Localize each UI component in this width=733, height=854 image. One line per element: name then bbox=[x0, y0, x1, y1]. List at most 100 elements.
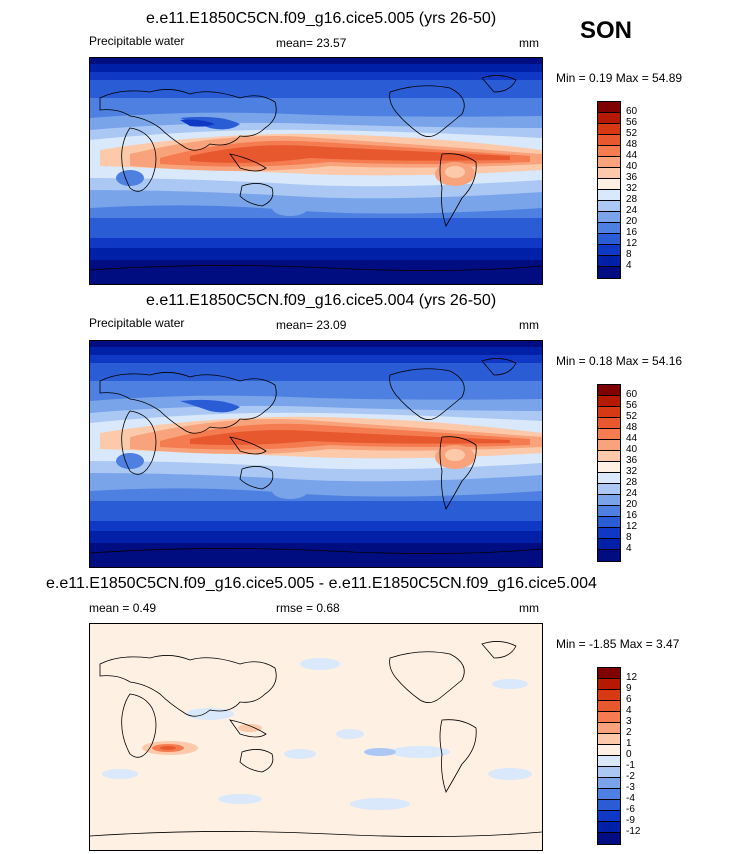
colorbar-segment bbox=[598, 124, 620, 135]
colorbar-segment bbox=[598, 517, 620, 528]
colorbar-tick-label: -12 bbox=[626, 826, 641, 837]
colorbar-tick-label: 20 bbox=[626, 216, 638, 227]
colorbar-tick-label: 60 bbox=[626, 389, 638, 400]
colorbar-tick-label: 8 bbox=[626, 532, 632, 543]
panel-2-title: e.e11.E1850C5CN.f09_g16.cice5.004 (yrs 2… bbox=[146, 292, 497, 309]
panel-3-min-max: Min = -1.85 Max = 3.47 bbox=[556, 637, 680, 651]
colorbar-tick-label: 32 bbox=[626, 466, 638, 477]
panel-3-units-label: mm bbox=[519, 601, 539, 615]
colorbar-tick-label: -2 bbox=[626, 771, 635, 782]
panel-1-mean-label: mean= 23.57 bbox=[276, 36, 347, 50]
colorbar-tick-label: 16 bbox=[626, 227, 638, 238]
colorbar-segment bbox=[598, 212, 620, 223]
colorbar-segment bbox=[598, 723, 620, 734]
colorbar-segment bbox=[598, 822, 620, 833]
colorbar-tick-label: 6 bbox=[626, 694, 632, 705]
colorbar-segment bbox=[598, 157, 620, 168]
colorbar-segment bbox=[598, 756, 620, 767]
colorbar-tick-label: -4 bbox=[626, 793, 635, 804]
colorbar-tick-label: 28 bbox=[626, 194, 638, 205]
colorbar-segment bbox=[598, 267, 620, 278]
colorbar-segment bbox=[598, 539, 620, 550]
colorbar-segment bbox=[598, 234, 620, 245]
colorbar-tick-label: 24 bbox=[626, 488, 638, 499]
colorbar-segment bbox=[598, 440, 620, 451]
colorbar-segment bbox=[598, 833, 620, 844]
colorbar-segment bbox=[598, 201, 620, 212]
panel-1-contour-plot bbox=[90, 58, 542, 284]
colorbar-tick-label: 24 bbox=[626, 205, 638, 216]
colorbar-tick-label: 2 bbox=[626, 727, 632, 738]
panel-1-min-max: Min = 0.19 Max = 54.89 bbox=[556, 71, 683, 85]
colorbar-tick-label: 36 bbox=[626, 455, 638, 466]
colorbar-segment bbox=[598, 113, 620, 124]
colorbar-tick-label: 32 bbox=[626, 183, 638, 194]
colorbar-segment bbox=[598, 190, 620, 201]
colorbar-segment bbox=[598, 679, 620, 690]
colorbar-tick-label: 28 bbox=[626, 477, 638, 488]
colorbar-tick-label: 56 bbox=[626, 400, 638, 411]
panel-2-mean-label: mean= 23.09 bbox=[276, 318, 347, 332]
colorbar-tick-label: -1 bbox=[626, 760, 635, 771]
colorbar-segment bbox=[598, 778, 620, 789]
colorbar-tick-label: -3 bbox=[626, 782, 635, 793]
colorbar-segment bbox=[598, 789, 620, 800]
panel-2-contour-plot bbox=[90, 341, 542, 567]
colorbar-segment bbox=[598, 800, 620, 811]
colorbar-tick-label: 48 bbox=[626, 139, 638, 150]
colorbar-segment bbox=[598, 690, 620, 701]
colorbar-segment bbox=[598, 734, 620, 745]
panel-3-mean-label: mean = 0.49 bbox=[89, 601, 157, 615]
colorbar-segment bbox=[598, 385, 620, 396]
colorbar-tick-label: 44 bbox=[626, 433, 638, 444]
colorbar-tick-label: 52 bbox=[626, 411, 638, 422]
colorbar-tick-label: 44 bbox=[626, 150, 638, 161]
panel-3-rmse-label: rmse = 0.68 bbox=[276, 601, 340, 615]
colorbar-segment bbox=[598, 495, 620, 506]
colorbar-segment bbox=[598, 767, 620, 778]
panel-1-units-label: mm bbox=[519, 36, 539, 50]
colorbar-tick-label: 60 bbox=[626, 106, 638, 117]
colorbar-segment bbox=[598, 179, 620, 190]
colorbar-tick-label: -6 bbox=[626, 804, 635, 815]
colorbar-tick-label: 12 bbox=[626, 672, 638, 683]
colorbar-segment bbox=[598, 396, 620, 407]
colorbar-tick-label: 48 bbox=[626, 422, 638, 433]
colorbar-segment bbox=[598, 462, 620, 473]
colorbar-segment bbox=[598, 550, 620, 561]
colorbar-tick-label: 40 bbox=[626, 444, 638, 455]
colorbar-segment bbox=[598, 223, 620, 234]
panel-1-title: e.e11.E1850C5CN.f09_g16.cice5.005 (yrs 2… bbox=[146, 10, 497, 27]
colorbar-segment bbox=[598, 712, 620, 723]
colorbar-segment bbox=[598, 451, 620, 462]
colorbar-tick-label: 8 bbox=[626, 249, 632, 260]
panel-3-title: e.e11.E1850C5CN.f09_g16.cice5.005 - e.e1… bbox=[46, 575, 597, 592]
colorbar-segment bbox=[598, 701, 620, 712]
colorbar-tick-label: 16 bbox=[626, 510, 638, 521]
colorbar-segment bbox=[598, 256, 620, 267]
panel-2-min-max: Min = 0.18 Max = 54.16 bbox=[556, 354, 683, 368]
colorbar-tick-label: 3 bbox=[626, 716, 632, 727]
panel-2-map bbox=[89, 340, 543, 568]
colorbar-segment bbox=[598, 135, 620, 146]
colorbar-tick-label: 52 bbox=[626, 128, 638, 139]
colorbar-segment bbox=[598, 473, 620, 484]
colorbar-tick-label: 4 bbox=[626, 260, 632, 271]
colorbar-segment bbox=[598, 168, 620, 179]
panel-1-colorbar bbox=[597, 101, 621, 279]
colorbar-segment bbox=[598, 668, 620, 679]
colorbar-tick-label: 12 bbox=[626, 521, 638, 532]
colorbar-tick-label: 12 bbox=[626, 238, 638, 249]
colorbar-segment bbox=[598, 146, 620, 157]
colorbar-tick-label: 40 bbox=[626, 161, 638, 172]
colorbar-segment bbox=[598, 429, 620, 440]
panel-1-variable-label: Precipitable water bbox=[89, 34, 185, 48]
colorbar-segment bbox=[598, 484, 620, 495]
colorbar-segment bbox=[598, 528, 620, 539]
panel-3-contour-plot bbox=[90, 624, 542, 850]
colorbar-tick-label: 1 bbox=[626, 738, 632, 749]
panel-2-units-label: mm bbox=[519, 318, 539, 332]
colorbar-segment bbox=[598, 745, 620, 756]
season-label: SON bbox=[580, 17, 633, 44]
colorbar-segment bbox=[598, 407, 620, 418]
